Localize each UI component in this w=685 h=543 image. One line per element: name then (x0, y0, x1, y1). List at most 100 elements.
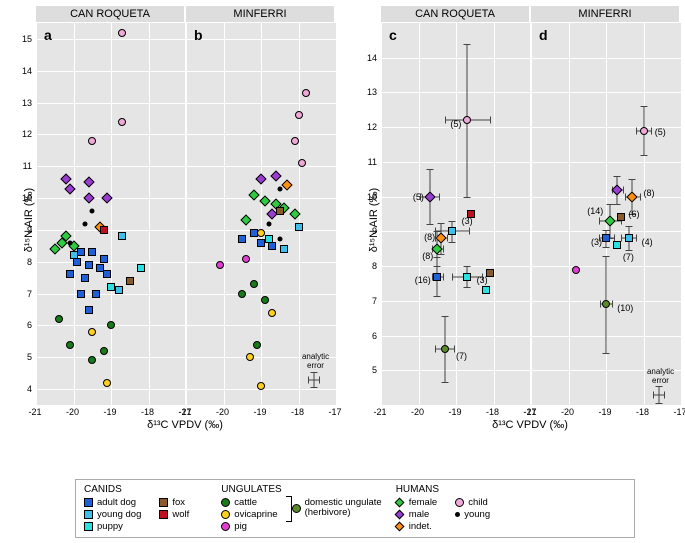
legend-item: child (455, 497, 490, 508)
panel-letter: c (389, 27, 397, 43)
error-cap (603, 230, 610, 231)
data-point-puppy (463, 273, 471, 281)
data-point-adult_dog (257, 239, 265, 247)
error-cap (614, 204, 621, 205)
legend-marker-child (455, 498, 464, 507)
n-label: (14) (587, 206, 603, 216)
data-point-adult_dog (66, 270, 74, 278)
x-tick-label: -20 (63, 407, 83, 417)
error-cap (603, 353, 610, 354)
error-cap (454, 346, 455, 353)
data-point-young (67, 240, 72, 245)
data-point-ovicaprine (88, 328, 96, 336)
analytic-error-cross (658, 386, 659, 403)
legend-marker-pig (221, 522, 230, 531)
legend-label: female (409, 497, 438, 508)
legend-label: young (464, 509, 490, 520)
data-point-puppy (613, 241, 621, 249)
y-tick-label: 11 (12, 161, 32, 171)
legend-item: young dog (84, 509, 141, 520)
gridline (531, 58, 681, 59)
data-point-child (298, 159, 306, 167)
data-point-child (295, 111, 303, 119)
gridline (36, 23, 37, 405)
analytic-error-cross (313, 372, 314, 388)
gridline (531, 197, 681, 198)
legend-group: CANIDSadult dogyoung dogpuppyfoxwolf (84, 484, 207, 533)
panel-letter: d (539, 27, 548, 43)
gridline (36, 357, 186, 358)
x-tick-label: -20 (408, 407, 428, 417)
gridline (186, 23, 187, 405)
x-tick-label: -18 (633, 407, 653, 417)
gridline (186, 325, 336, 326)
data-point-male (270, 170, 281, 181)
legend-marker-indet (394, 522, 404, 532)
error-cap (434, 296, 441, 297)
n-label: (3) (591, 237, 602, 247)
y-tick-label: 13 (12, 98, 32, 108)
legend-label: domestic ungulate(herbivore) (305, 498, 382, 519)
n-label: (3) (462, 216, 473, 226)
y-axis-label: δ¹⁵N AIR (‰) (23, 188, 35, 252)
error-cap (640, 193, 641, 200)
error-cap (464, 44, 471, 45)
y-tick-label: 12 (12, 129, 32, 139)
error-cap (464, 266, 471, 267)
gridline (36, 230, 186, 231)
data-point-puppy (482, 286, 490, 294)
data-point-adult_dog (77, 290, 85, 298)
panel-header: MINFERRI (531, 6, 679, 23)
error-cap (655, 403, 662, 404)
data-point-adult_dog (77, 248, 85, 256)
gridline (419, 23, 420, 405)
gridline (149, 23, 150, 405)
error-cap (438, 254, 445, 255)
data-point-child (640, 127, 648, 135)
data-point-adult_dog (85, 261, 93, 269)
data-point-pig (242, 255, 250, 263)
error-cap (612, 301, 613, 308)
data-point-child (118, 118, 126, 126)
error-cap (625, 226, 632, 227)
y-tick-label: 8 (12, 257, 32, 267)
error-cap (490, 117, 491, 124)
panel-header: CAN ROQUETA (36, 6, 184, 23)
data-point-adult_dog (103, 270, 111, 278)
x-tick-label: -21 (520, 407, 540, 417)
panel-header: MINFERRI (186, 6, 334, 23)
legend-item: female (396, 497, 438, 508)
gridline (224, 23, 225, 405)
error-cap (310, 387, 317, 388)
n-label: (7) (456, 351, 467, 361)
gridline (381, 23, 382, 405)
data-point-male (612, 184, 623, 195)
y-tick-label: 4 (12, 384, 32, 394)
error-cap (640, 155, 647, 156)
legend-label: child (468, 497, 488, 508)
panel-a: CAN ROQUETAa (35, 5, 185, 406)
error-cap (449, 221, 456, 222)
data-point-adult_dog (85, 306, 93, 314)
x-tick-label: -18 (288, 407, 308, 417)
data-point-fox (276, 207, 284, 215)
gridline (681, 23, 682, 405)
data-point-ovicaprine (268, 309, 276, 317)
gridline (569, 23, 570, 405)
data-point-adult_dog (81, 274, 89, 282)
data-point-adult_dog (73, 258, 81, 266)
error-cap (603, 247, 610, 248)
legend-group-title: UNGULATES (221, 484, 295, 495)
gridline (36, 71, 186, 72)
data-point-young (277, 186, 282, 191)
error-cap (426, 169, 433, 170)
gridline (381, 266, 531, 267)
data-point-young_dog (448, 227, 456, 235)
data-point-male (255, 173, 266, 184)
y-tick-label: 5 (12, 352, 32, 362)
n-label: (5) (413, 192, 424, 202)
data-point-young_dog (295, 223, 303, 231)
y-tick-label: 6 (12, 320, 32, 330)
data-point-fox (486, 269, 494, 277)
legend-item: young (455, 509, 490, 520)
